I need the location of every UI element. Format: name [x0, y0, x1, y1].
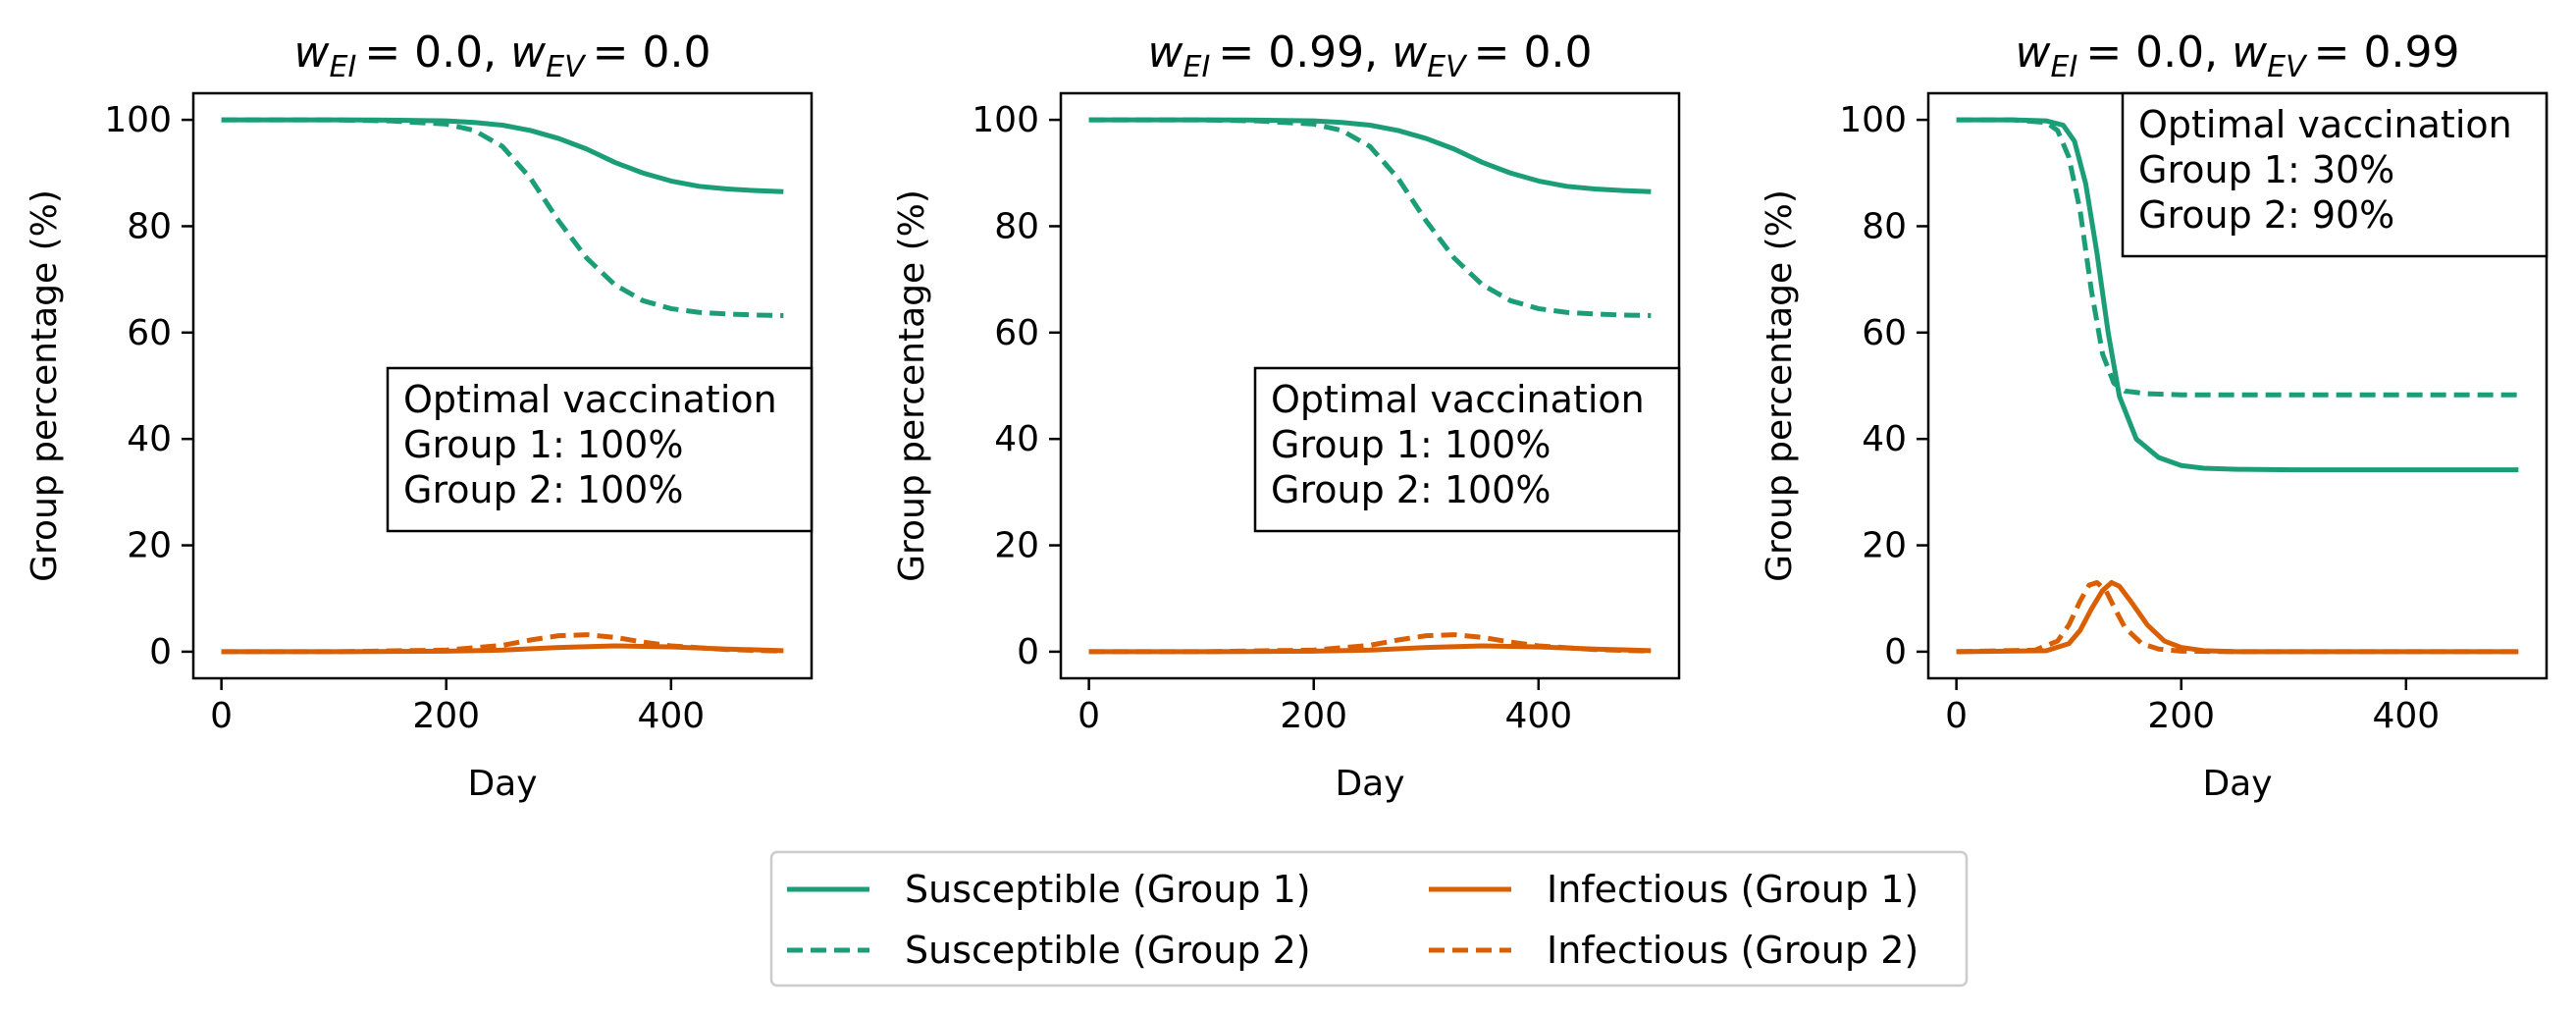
title-symbol: w: [510, 27, 547, 78]
series-line-susceptible-group-2: [221, 117, 784, 318]
y-tick-label: 60: [1862, 313, 1907, 353]
y-tick-label: 80: [127, 206, 172, 246]
series-line-susceptible-group-2: [1956, 117, 2519, 398]
y-tick-label: 100: [972, 100, 1039, 140]
legend-frame: [769, 850, 1969, 987]
series-line-infectious-group-2: [1088, 632, 1652, 655]
legend-label: Infectious (Group 2): [1547, 929, 1919, 972]
legend-label: Susceptible (Group 2): [905, 929, 1311, 972]
title-subscript: EI: [1183, 50, 1211, 84]
legend-label: Infectious (Group 1): [1547, 868, 1919, 911]
y-tick-label: 80: [1862, 206, 1907, 246]
title-symbol: w: [2232, 27, 2268, 78]
y-tick-label: 20: [1862, 526, 1907, 566]
title-subscript: EI: [2051, 50, 2078, 84]
title-subscript: EI: [330, 50, 357, 84]
x-axis-label: Day: [1335, 764, 1404, 804]
legend: Susceptible (Group 1) Susceptible (Group …: [769, 850, 1969, 987]
annotation-line: Group 1: 100%: [403, 423, 683, 466]
annotation-line: Optimal vaccination: [403, 378, 777, 421]
title-subscript: EV: [1427, 50, 1468, 84]
title-value: = 0.0,: [2085, 27, 2218, 78]
annotation-line: Optimal vaccination: [1271, 378, 1645, 421]
title-symbol: w: [1148, 27, 1184, 78]
y-tick-label: 40: [994, 419, 1039, 459]
title-symbol: w: [1392, 27, 1428, 78]
y-tick-label: 0: [1884, 632, 1907, 672]
x-tick-label: 0: [210, 696, 233, 736]
title-value: = 0.99: [2314, 27, 2460, 78]
title-value: = 0.0: [593, 27, 711, 78]
y-tick-label: 0: [1017, 632, 1039, 672]
y-tick-label: 20: [127, 526, 172, 566]
x-tick-label: 200: [2147, 696, 2215, 736]
series-line-susceptible-group-1: [221, 117, 784, 194]
y-tick-label: 60: [127, 313, 172, 353]
y-tick-label: 40: [127, 419, 172, 459]
x-tick-label: 400: [1504, 696, 1572, 736]
x-tick-label: 0: [1078, 696, 1100, 736]
annotation-line: Group 2: 100%: [1271, 468, 1551, 511]
y-axis-label: Group percentage (%): [892, 189, 932, 582]
panel-1: 0 200 400 0 20 40 60 80 100 Day Group percentage (…: [25, 27, 814, 804]
title-symbol: w: [294, 27, 331, 78]
x-tick-label: 0: [1945, 696, 1968, 736]
title-value: = 0.0,: [364, 27, 497, 78]
y-tick-label: 0: [149, 632, 172, 672]
annotation-frame: [1253, 366, 1681, 533]
y-axis-label: Group percentage (%): [25, 189, 65, 582]
y-tick-label: 40: [1862, 419, 1907, 459]
title-value: = 0.99,: [1218, 27, 1378, 78]
panel-title: wEI = 0.99, wEV = 0.0: [1148, 27, 1593, 84]
y-tick-label: 80: [994, 206, 1039, 246]
title-subscript: EV: [546, 50, 587, 84]
x-tick-label: 400: [637, 696, 705, 736]
series-line-susceptible-group-2: [1088, 117, 1652, 318]
annotation-line: Group 1: 30%: [2138, 148, 2394, 191]
panel-title: wEI = 0.0, wEV = 0.99: [2016, 27, 2460, 84]
panel-title: wEI = 0.0, wEV = 0.0: [294, 27, 711, 84]
title-symbol: w: [2016, 27, 2052, 78]
legend-label: Susceptible (Group 1): [905, 868, 1311, 911]
x-tick-label: 200: [1280, 696, 1347, 736]
annotation-line: Group 1: 100%: [1271, 423, 1551, 466]
panel-2: 0 200 400 0 20 40 60 80 100 Day Group percentage (…: [892, 27, 1681, 804]
annotation-line: Group 2: 90%: [2138, 193, 2394, 237]
x-axis-label: Day: [2202, 764, 2272, 804]
y-axis-label: Group percentage (%): [1760, 189, 1800, 582]
title-subscript: EV: [2267, 50, 2308, 84]
annotation-frame: [2121, 91, 2549, 258]
annotation-frame: [386, 366, 814, 533]
y-tick-label: 100: [104, 100, 172, 140]
series-line-susceptible-group-1: [1956, 117, 2519, 473]
series-line-susceptible-group-1: [1088, 117, 1652, 194]
title-value: = 0.0: [1474, 27, 1593, 78]
y-tick-label: 60: [994, 313, 1039, 353]
x-tick-label: 200: [412, 696, 480, 736]
annotation-line: Optimal vaccination: [2138, 103, 2512, 146]
y-tick-label: 20: [994, 526, 1039, 566]
series-line-infectious-group-2: [1956, 579, 2519, 655]
x-axis-label: Day: [467, 764, 537, 804]
series-line-infectious-group-1: [1956, 579, 2519, 655]
y-tick-label: 100: [1839, 100, 1907, 140]
series-line-infectious-group-2: [221, 632, 784, 655]
x-tick-label: 400: [2372, 696, 2440, 736]
annotation-line: Group 2: 100%: [403, 468, 683, 511]
panel-3: 0 200 400 0 20 40 60 80 100 Day Group percentage (…: [1760, 27, 2549, 804]
